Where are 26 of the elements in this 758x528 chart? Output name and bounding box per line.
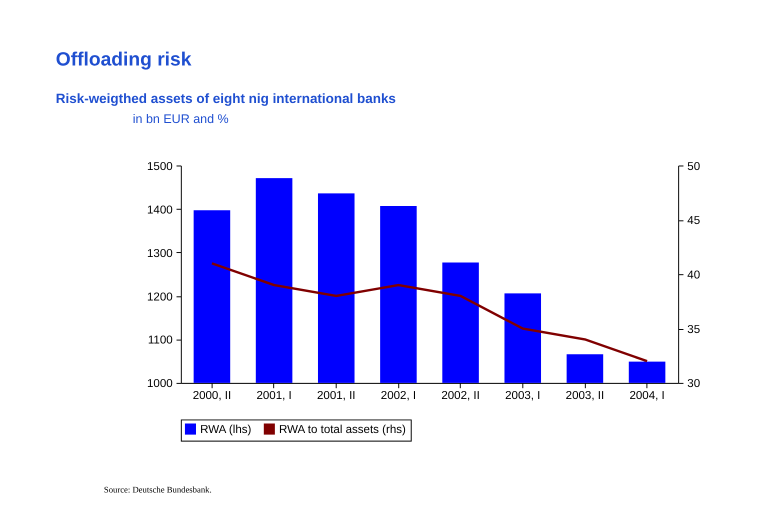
y2-tick-label: 50 [687,160,700,173]
text: in bn EUR and % [132,112,229,126]
y-tick-label: 1300 [147,248,173,260]
x-tick-label: 2000, II [192,390,232,402]
x-tick-label: 2004, I [629,390,665,402]
y-tick-label: 1500 [147,160,173,173]
line-series [210,262,648,362]
source-note: Source: Deutsche Bundesbank. [104,484,212,495]
y-tick-label: 1200 [147,291,173,304]
legend-label: RWA (lhs) [200,424,252,436]
chart-title: Offloading risk [56,49,192,70]
x-tick-label: 2002, II [441,390,480,402]
x-tick-label: 2003, I [505,390,540,402]
x-tick-label: 2002, I [380,390,416,402]
y2-tick-label: 40 [687,270,700,282]
x-tick-label: 2003, II [566,390,604,402]
y2-tick-label: 30 [687,378,700,390]
chart-subtitle: Risk-weigthed assets of eight nig international banks [56,90,396,106]
x-tick-label: 2001, I [256,390,292,402]
legend-label: RWA to total assets (rhs) [278,424,406,436]
y-tick-label: 1000 [147,378,173,390]
y2-tick-label: 35 [687,324,700,336]
y-tick-label: 1400 [147,204,173,216]
y-tick-label: 1100 [148,334,173,347]
x-tick-label: 2001, II [317,390,356,402]
y2-tick-label: 45 [687,215,700,228]
